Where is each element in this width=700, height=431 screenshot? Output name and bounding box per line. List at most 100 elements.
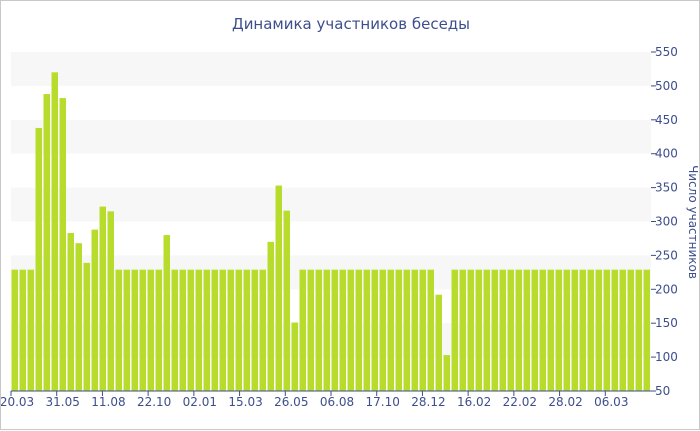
bar xyxy=(331,269,338,391)
bar xyxy=(307,269,314,391)
bar xyxy=(275,185,282,391)
bar xyxy=(27,269,34,391)
bar xyxy=(435,294,442,391)
bar xyxy=(243,269,250,391)
bar xyxy=(467,269,474,391)
y-tick-label: 450 xyxy=(655,113,678,127)
bar xyxy=(83,262,90,391)
y-tick-label: 300 xyxy=(655,215,678,229)
grid-band xyxy=(11,119,651,154)
bar xyxy=(11,269,18,391)
bar xyxy=(627,269,634,391)
bar xyxy=(107,211,114,391)
bar xyxy=(299,269,306,391)
y-tick-label: 350 xyxy=(655,181,678,195)
bar xyxy=(563,269,570,391)
bar xyxy=(395,269,402,391)
bar xyxy=(155,269,162,391)
bar xyxy=(523,269,530,391)
bar xyxy=(75,243,82,391)
bar xyxy=(99,206,106,391)
bar xyxy=(139,269,146,391)
bar xyxy=(339,269,346,391)
bar xyxy=(443,355,450,391)
y-tick-label: 500 xyxy=(655,79,678,93)
bar xyxy=(515,269,522,391)
bar xyxy=(347,269,354,391)
bar xyxy=(235,269,242,391)
bar xyxy=(483,269,490,391)
bar xyxy=(419,269,426,391)
bar xyxy=(267,241,274,391)
bar xyxy=(203,269,210,391)
x-tick-label: 22.02 xyxy=(503,395,537,409)
x-tick-label: 02.01 xyxy=(183,395,217,409)
bar xyxy=(459,269,466,391)
x-tick-label: 31.05 xyxy=(46,395,80,409)
y-axis-ticks: 50 100 150 200 250 300 350 400 450 500 550 xyxy=(651,45,678,398)
bar xyxy=(59,98,66,391)
bar xyxy=(147,269,154,391)
y-tick-label: 150 xyxy=(655,316,678,330)
bar xyxy=(587,269,594,391)
bar xyxy=(35,127,42,391)
bar xyxy=(475,269,482,391)
bar xyxy=(291,322,298,391)
bar xyxy=(115,269,122,391)
y-tick-label: 250 xyxy=(655,248,678,262)
bar xyxy=(603,269,610,391)
grid-band xyxy=(11,323,651,358)
x-tick-label: 20.03 xyxy=(1,395,34,409)
bar xyxy=(619,269,626,391)
bar xyxy=(283,210,290,391)
bar xyxy=(67,233,74,391)
bar xyxy=(315,269,322,391)
bar xyxy=(643,269,650,391)
grid-band xyxy=(11,187,651,222)
bar xyxy=(531,269,538,391)
y-tick-label: 400 xyxy=(655,147,678,161)
y-tick-label: 550 xyxy=(655,45,678,59)
bars-group xyxy=(11,72,650,391)
bar xyxy=(635,269,642,391)
bar xyxy=(499,269,506,391)
x-tick-label: 28.02 xyxy=(548,395,582,409)
x-tick-label: 06.08 xyxy=(320,395,354,409)
x-tick-label: 22.10 xyxy=(137,395,171,409)
x-tick-label: 16.02 xyxy=(457,395,491,409)
grid-band xyxy=(11,52,651,86)
bar xyxy=(179,269,186,391)
bar xyxy=(323,269,330,391)
bar xyxy=(227,269,234,391)
grid-band xyxy=(11,255,651,290)
bar xyxy=(43,94,50,391)
y-tick-label: 50 xyxy=(655,384,670,398)
bar xyxy=(259,269,266,391)
bar xyxy=(427,269,434,391)
y-axis-label: Число участников xyxy=(686,165,700,279)
x-tick-label: 28.12 xyxy=(411,395,445,409)
y-tick-label: 100 xyxy=(655,350,678,364)
bar xyxy=(507,269,514,391)
bar xyxy=(171,269,178,391)
y-tick-label: 200 xyxy=(655,282,678,296)
bar xyxy=(379,269,386,391)
bar xyxy=(555,269,562,391)
x-tick-label: 06.03 xyxy=(594,395,628,409)
bar xyxy=(403,269,410,391)
bar xyxy=(571,269,578,391)
bar xyxy=(187,269,194,391)
x-axis-ticks: 20.03 31.05 11.08 22.10 02.01 15.03 26.05 06.08… xyxy=(1,391,628,409)
bar xyxy=(539,269,546,391)
bar xyxy=(491,269,498,391)
bar xyxy=(451,269,458,391)
chart-title: Динамика участников беседы xyxy=(232,15,470,33)
bar xyxy=(131,269,138,391)
grid-bands xyxy=(11,52,651,358)
bar xyxy=(91,229,98,391)
bar xyxy=(195,269,202,391)
bar xyxy=(371,269,378,391)
bar xyxy=(163,235,170,391)
